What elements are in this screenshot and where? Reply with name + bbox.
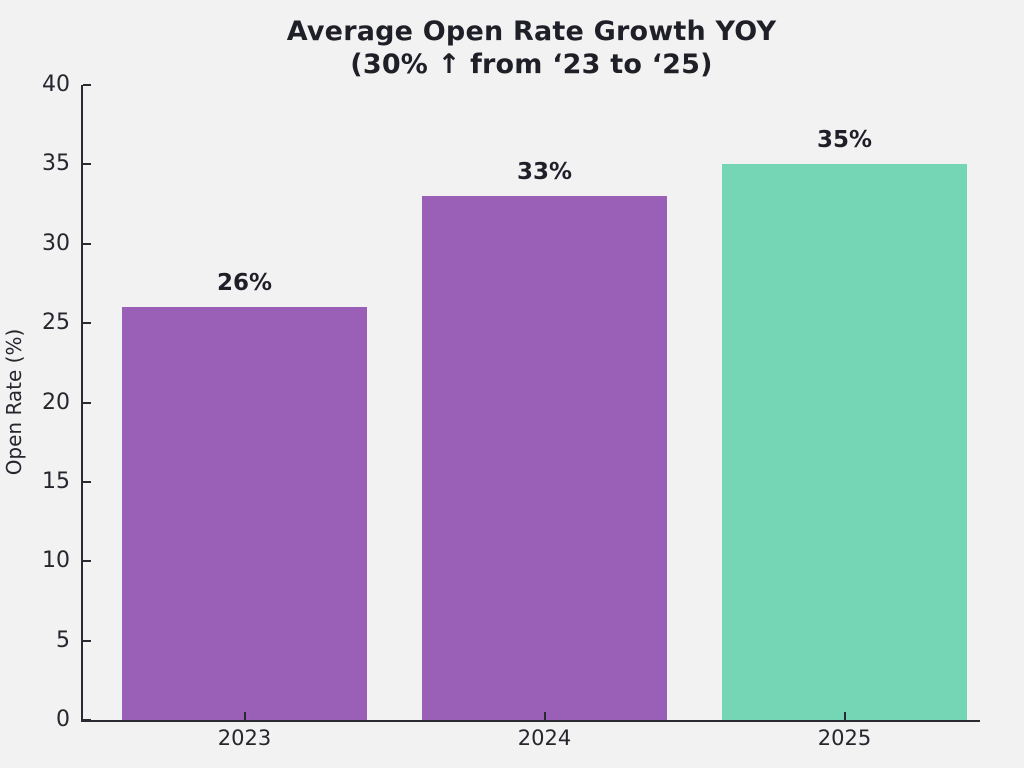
x-tick-label-2025: 2025 (817, 726, 872, 750)
x-tick-label-2024: 2024 (517, 726, 572, 750)
y-tick-mark-35 (83, 163, 91, 166)
y-tick-mark-40 (83, 84, 91, 86)
y-tick-label-0: 0 (56, 707, 70, 732)
bottom-spine (81, 720, 980, 722)
chart-title-line2: (30% ↑ from ‘23 to ‘25) (350, 48, 713, 80)
x-tick-mark-2025 (843, 712, 846, 720)
bar-value-label-2024: 33% (516, 159, 573, 186)
y-tick-label-20: 20 (42, 389, 70, 415)
y-tick-mark-5 (83, 639, 91, 642)
y-tick-label-30: 30 (42, 230, 70, 256)
chart-title-line1: Average Open Rate Growth YOY (286, 16, 777, 47)
bar-2023 (122, 307, 367, 720)
y-tick-label-25: 25 (42, 310, 70, 336)
y-tick-mark-15 (83, 480, 91, 483)
x-tick-label-2023: 2023 (217, 726, 272, 750)
bar-2025 (722, 164, 967, 720)
y-tick-label-15: 15 (42, 468, 70, 494)
y-tick-mark-20 (83, 401, 91, 404)
y-tick-label-10: 10 (42, 548, 70, 574)
left-spine (81, 85, 83, 722)
y-tick-label-5: 5 (56, 627, 70, 653)
x-tick-mark-2024 (543, 712, 546, 720)
bar-2024 (422, 196, 667, 720)
y-tick-mark-10 (83, 560, 91, 563)
y-tick-mark-25 (83, 322, 91, 325)
plot-area: 26% 33% 35% (83, 85, 980, 720)
y-tick-label-40: 40 (42, 72, 70, 97)
bar-value-label-2023: 26% (216, 270, 273, 297)
y-tick-mark-30 (83, 242, 91, 245)
x-tick-mark-2023 (243, 712, 246, 720)
y-tick-label-35: 35 (42, 151, 70, 177)
bar-value-label-2025: 35% (816, 127, 873, 154)
chart-title: Average Open Rate Growth YOY (30% ↑ from… (83, 16, 980, 82)
